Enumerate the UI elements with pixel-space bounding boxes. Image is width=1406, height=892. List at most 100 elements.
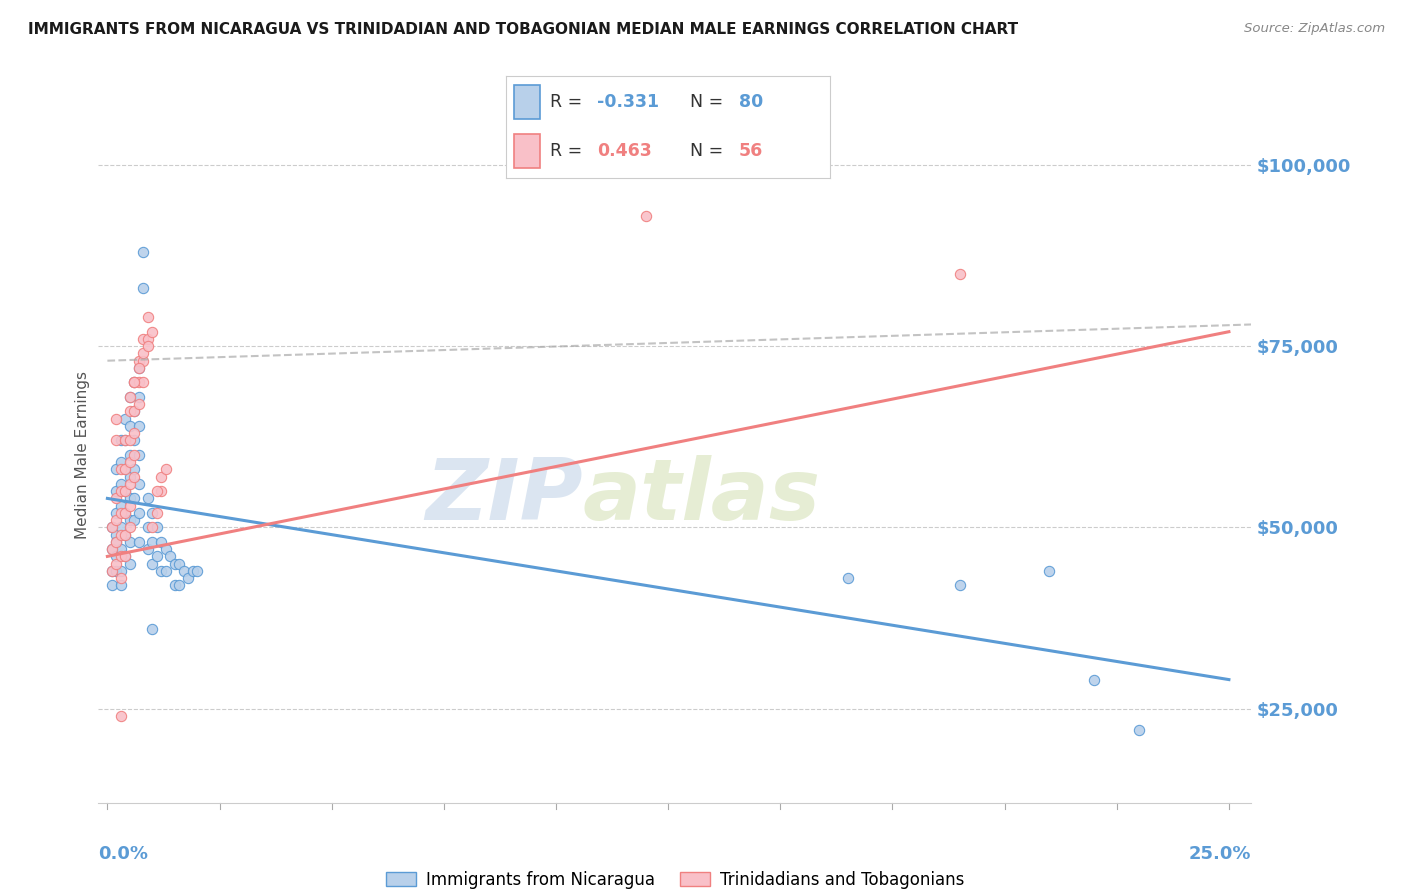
Text: -0.331: -0.331 <box>596 93 659 111</box>
Point <box>118 448 141 462</box>
Point <box>159 549 181 564</box>
Point <box>150 534 173 549</box>
Point <box>114 411 136 425</box>
Point <box>105 434 128 448</box>
Point <box>132 346 155 360</box>
Point <box>150 484 173 499</box>
Point <box>177 571 200 585</box>
Text: N =: N = <box>690 93 730 111</box>
Point <box>105 411 128 425</box>
Point <box>114 506 136 520</box>
Point <box>141 557 163 571</box>
Point <box>110 455 132 469</box>
Point <box>101 542 124 557</box>
Point <box>114 434 136 448</box>
Point <box>141 534 163 549</box>
Point <box>124 462 146 476</box>
Point <box>124 376 146 390</box>
Point <box>124 491 146 506</box>
Point <box>124 448 146 462</box>
Point <box>110 520 132 534</box>
Point <box>128 419 150 434</box>
Point <box>136 520 159 534</box>
Point <box>128 397 150 411</box>
Point <box>136 332 159 346</box>
Y-axis label: Median Male Earnings: Median Male Earnings <box>75 371 90 539</box>
Point <box>118 419 141 434</box>
Point <box>949 578 972 592</box>
Point <box>110 484 132 499</box>
Point <box>118 404 141 418</box>
Point <box>101 564 124 578</box>
Point <box>124 376 146 390</box>
Point <box>163 557 186 571</box>
Point <box>181 564 204 578</box>
Point <box>114 462 136 476</box>
Point <box>128 534 150 549</box>
Point <box>105 484 128 499</box>
Point <box>110 578 132 592</box>
Point <box>124 404 146 418</box>
Text: 80: 80 <box>740 93 763 111</box>
Text: IMMIGRANTS FROM NICARAGUA VS TRINIDADIAN AND TOBAGONIAN MEDIAN MALE EARNINGS COR: IMMIGRANTS FROM NICARAGUA VS TRINIDADIAN… <box>28 22 1018 37</box>
Point <box>118 455 141 469</box>
Point <box>114 506 136 520</box>
Point <box>118 469 141 483</box>
Point <box>155 462 177 476</box>
Point <box>114 549 136 564</box>
Point <box>1038 564 1060 578</box>
Point <box>110 434 132 448</box>
Point <box>155 542 177 557</box>
Point <box>110 571 132 585</box>
Point <box>128 448 150 462</box>
Text: N =: N = <box>690 142 730 161</box>
Text: 25.0%: 25.0% <box>1189 845 1251 863</box>
Point <box>145 506 167 520</box>
Point <box>118 491 141 506</box>
Point <box>124 434 146 448</box>
Point <box>105 549 128 564</box>
Point <box>128 390 150 404</box>
Point <box>105 534 128 549</box>
Text: ZIP: ZIP <box>425 455 582 538</box>
Point <box>110 499 132 513</box>
Point <box>155 564 177 578</box>
Point <box>101 520 124 534</box>
Point <box>114 527 136 541</box>
Point <box>110 549 132 564</box>
Legend: Immigrants from Nicaragua, Trinidadians and Tobagonians: Immigrants from Nicaragua, Trinidadians … <box>380 864 970 892</box>
Point <box>105 527 128 541</box>
Point <box>118 557 141 571</box>
Point <box>128 353 150 368</box>
Point <box>128 376 150 390</box>
Point <box>128 506 150 520</box>
Point <box>167 557 190 571</box>
Point <box>105 462 128 476</box>
Point <box>141 506 163 520</box>
Point <box>141 622 163 636</box>
Text: 56: 56 <box>740 142 763 161</box>
Point <box>105 557 128 571</box>
Point <box>150 469 173 483</box>
Text: R =: R = <box>550 93 588 111</box>
Point <box>124 404 146 418</box>
Point <box>150 564 173 578</box>
Point <box>167 578 190 592</box>
Point <box>110 476 132 491</box>
Point <box>132 376 155 390</box>
Point <box>136 542 159 557</box>
Point <box>110 506 132 520</box>
Text: R =: R = <box>550 142 588 161</box>
Point <box>1083 673 1105 687</box>
Point <box>118 520 141 534</box>
Point <box>163 578 186 592</box>
Point <box>114 484 136 499</box>
Point <box>141 520 163 534</box>
Point <box>105 534 128 549</box>
Point <box>136 310 159 325</box>
Point <box>110 708 132 723</box>
Point <box>105 491 128 506</box>
Point <box>110 527 132 541</box>
Point <box>118 390 141 404</box>
Text: 0.0%: 0.0% <box>98 845 149 863</box>
